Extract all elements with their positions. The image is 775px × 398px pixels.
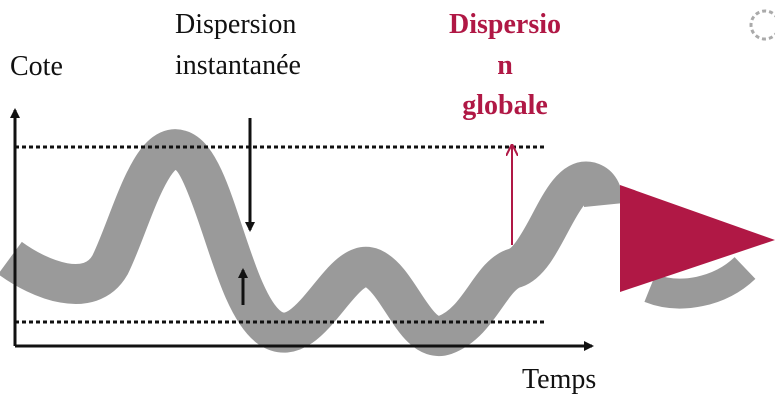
global-label: n [497, 50, 513, 81]
global-label: Dispersio [449, 9, 561, 40]
instant-label: Dispersion [175, 9, 296, 40]
x-axis-label: Temps [522, 364, 596, 395]
diagram: Cote Dispersion instantanée Dispersio n … [0, 0, 775, 398]
page: {"labels": {"y_axis": "Cote", "x_axis": … [0, 0, 775, 398]
y-axis-label: Cote [10, 51, 63, 82]
global-label: globale [462, 90, 548, 121]
instant-label: instantanée [175, 50, 301, 81]
